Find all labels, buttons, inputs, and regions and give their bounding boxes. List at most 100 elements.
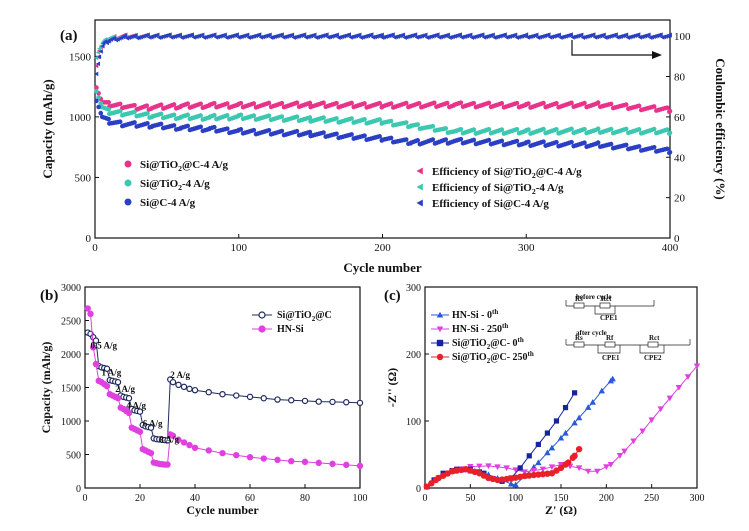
data-point <box>191 444 199 451</box>
data-point <box>594 468 601 475</box>
data-point <box>171 123 177 128</box>
data-point <box>251 113 257 118</box>
y-tick-label: 1000 <box>61 417 81 428</box>
data-point <box>575 414 583 421</box>
data-point <box>601 32 606 38</box>
rate-label: 2 A/g <box>115 384 135 394</box>
x-tick-label: 60 <box>245 493 255 504</box>
y-axis-label: -Z'' (Ω) <box>385 368 399 407</box>
legend-label: Efficiency of Si@C-4 A/g <box>432 198 549 210</box>
data-point <box>651 104 657 109</box>
data-point <box>117 108 123 114</box>
legend-label: Si@TiO2@C- 0th <box>452 336 524 351</box>
data-point <box>132 120 137 125</box>
data-point <box>106 107 111 112</box>
data-point <box>185 101 191 106</box>
data-point <box>377 100 382 106</box>
data-point <box>171 112 177 118</box>
data-point <box>415 138 421 143</box>
data-point <box>664 127 670 132</box>
data-point <box>145 121 150 126</box>
data-point <box>98 43 103 49</box>
y-axis-label: Capacity (mAh/g) <box>39 342 53 434</box>
arrow-head <box>652 51 662 59</box>
data-point <box>502 32 507 37</box>
data-point <box>444 100 450 106</box>
rate-label: 6 A/g <box>143 418 163 428</box>
data-point <box>185 123 191 129</box>
data-point <box>664 146 670 152</box>
data-point <box>480 32 485 37</box>
data-point <box>212 32 217 37</box>
data-point <box>523 32 529 37</box>
data-point <box>312 32 317 38</box>
panel-label: (c) <box>384 288 401 304</box>
data-point <box>200 32 205 38</box>
data-point <box>92 360 100 368</box>
circuit-label: Rf <box>606 334 614 342</box>
data-point <box>514 138 520 144</box>
data-point <box>608 126 614 132</box>
data-point <box>133 33 138 38</box>
data-point <box>246 393 254 401</box>
data-point <box>403 137 409 142</box>
data-point <box>445 32 450 38</box>
data-point <box>315 398 322 405</box>
data-point <box>334 131 339 137</box>
legend-label: Si@TiO2@C-4 A/g <box>140 159 228 173</box>
rate-label: 0.5 A/g <box>91 341 118 351</box>
x-axis-label: Z' (Ω) <box>545 503 577 517</box>
data-point <box>234 32 239 37</box>
y-tick-label: 0 <box>86 233 92 245</box>
data-point <box>503 465 510 472</box>
x-tick-label: 0 <box>83 493 88 504</box>
data-point <box>357 32 362 38</box>
data-point <box>349 132 354 137</box>
data-point <box>106 116 111 122</box>
data-point <box>595 140 601 145</box>
y-right-tick-label: 0 <box>674 233 680 245</box>
y-tick-label: 2000 <box>61 350 81 361</box>
x-tick-label: 200 <box>599 493 614 504</box>
legend-marker <box>416 167 423 175</box>
data-point <box>279 100 285 106</box>
data-point <box>180 439 188 446</box>
data-point <box>569 100 574 106</box>
data-point <box>430 137 436 142</box>
data-point <box>279 128 285 134</box>
circuit-label: Rs <box>575 334 583 342</box>
data-point <box>94 85 99 90</box>
data-point <box>274 456 281 464</box>
data-point <box>321 115 326 120</box>
data-point <box>307 115 313 120</box>
rate-label: 2 A/g <box>170 370 190 380</box>
data-point <box>530 468 537 474</box>
data-point <box>294 128 300 134</box>
data-point <box>302 32 307 37</box>
data-point <box>526 127 531 132</box>
x-axis-label: Cycle number <box>186 503 259 517</box>
data-point <box>343 461 350 469</box>
y-right-axis-label: Coulombic efficiency (%) <box>713 58 728 200</box>
legend-marker <box>416 199 423 207</box>
data-point <box>329 460 336 468</box>
data-point <box>400 32 406 38</box>
data-point <box>666 395 673 402</box>
data-point <box>403 120 409 125</box>
data-point <box>289 32 295 38</box>
legend-label: HN-Si - 0th <box>452 308 498 321</box>
data-point <box>346 32 351 37</box>
data-point <box>554 127 559 132</box>
legend-marker <box>258 325 266 333</box>
data-point <box>125 409 133 417</box>
series-1 <box>94 88 673 136</box>
legend-label: Efficiency of Si@TiO2-4 A/g <box>432 182 564 196</box>
data-point <box>443 137 449 142</box>
data-point <box>499 127 505 132</box>
data-point <box>222 32 227 38</box>
data-point <box>544 430 550 436</box>
rate-label: 8 A/g <box>159 434 179 444</box>
data-point <box>114 378 122 386</box>
data-point <box>301 397 309 405</box>
data-point <box>315 459 322 467</box>
